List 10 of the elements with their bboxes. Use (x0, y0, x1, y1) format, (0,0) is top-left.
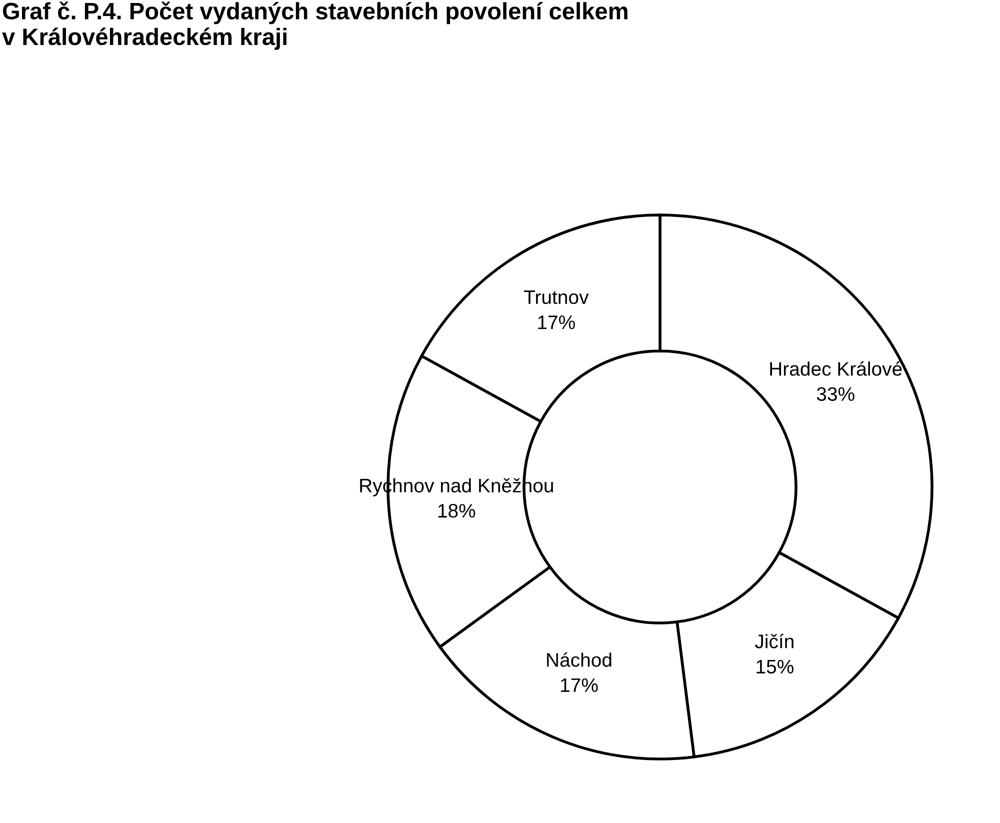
data-label: 17% (538, 316, 575, 330)
data-label: 33% (816, 387, 854, 401)
slice-label: Náchod (547, 652, 612, 667)
slice-label: Hradec Králové (770, 361, 902, 376)
data-label: 18% (438, 504, 476, 518)
slice-label: Trutnov (524, 290, 589, 304)
chart-title: Graf č. P.4. Počet vydaných stavebních povolení celkem v Královéhradeckém kraji (2, 2, 628, 50)
slice-label: Jičín (754, 634, 794, 648)
data-label: 17% (561, 678, 598, 692)
data-label: 15% (756, 660, 794, 674)
